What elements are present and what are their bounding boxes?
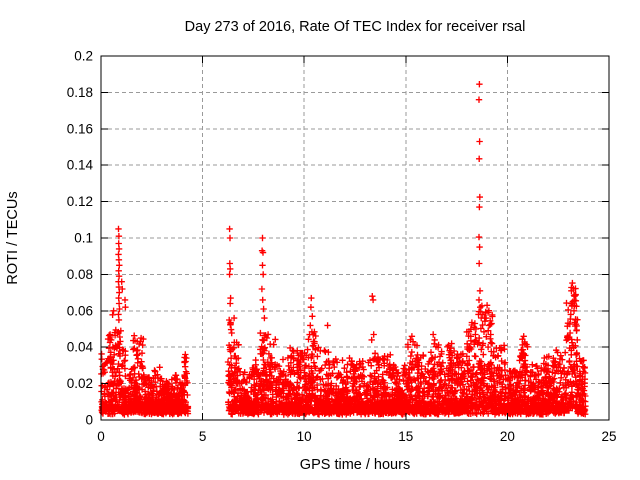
y-tick-label: 0: [85, 413, 93, 428]
grid-lines: [101, 56, 609, 420]
y-tick-label: 0.02: [67, 376, 93, 391]
data-points: [98, 81, 589, 418]
x-tick-label: 20: [500, 429, 515, 444]
scatter-plus-markers: [98, 81, 589, 418]
y-tick-label: 0.06: [67, 303, 93, 318]
x-axis-label: GPS time / hours: [300, 457, 410, 473]
x-tick-label: 15: [398, 429, 413, 444]
y-axis-label: ROTI / TECUs: [5, 191, 21, 284]
x-tick-label: 25: [601, 429, 616, 444]
y-tick-label: 0.1: [74, 231, 93, 246]
x-tick-label: 5: [199, 429, 207, 444]
y-tick-label: 0.2: [74, 49, 93, 64]
y-tick-label: 0.08: [67, 267, 93, 282]
y-tick-label: 0.12: [67, 194, 93, 209]
y-tick-label: 0.18: [67, 85, 93, 100]
plot-border-and-ticks: [100, 55, 610, 421]
axis-ticks: [100, 55, 610, 421]
chart-title: Day 273 of 2016, Rate Of TEC Index for r…: [185, 19, 526, 35]
y-tick-label: 0.16: [67, 121, 93, 136]
tick-labels: 0 5 10 15 20 25 0 0.02 0.04 0.06 0.08 0.1 0.12 0.14 0.…: [67, 49, 617, 445]
y-tick-label: 0.04: [67, 340, 94, 355]
y-tick-label: 0.14: [67, 158, 94, 173]
x-tick-label: 10: [297, 429, 312, 444]
x-tick-label: 0: [97, 429, 105, 444]
